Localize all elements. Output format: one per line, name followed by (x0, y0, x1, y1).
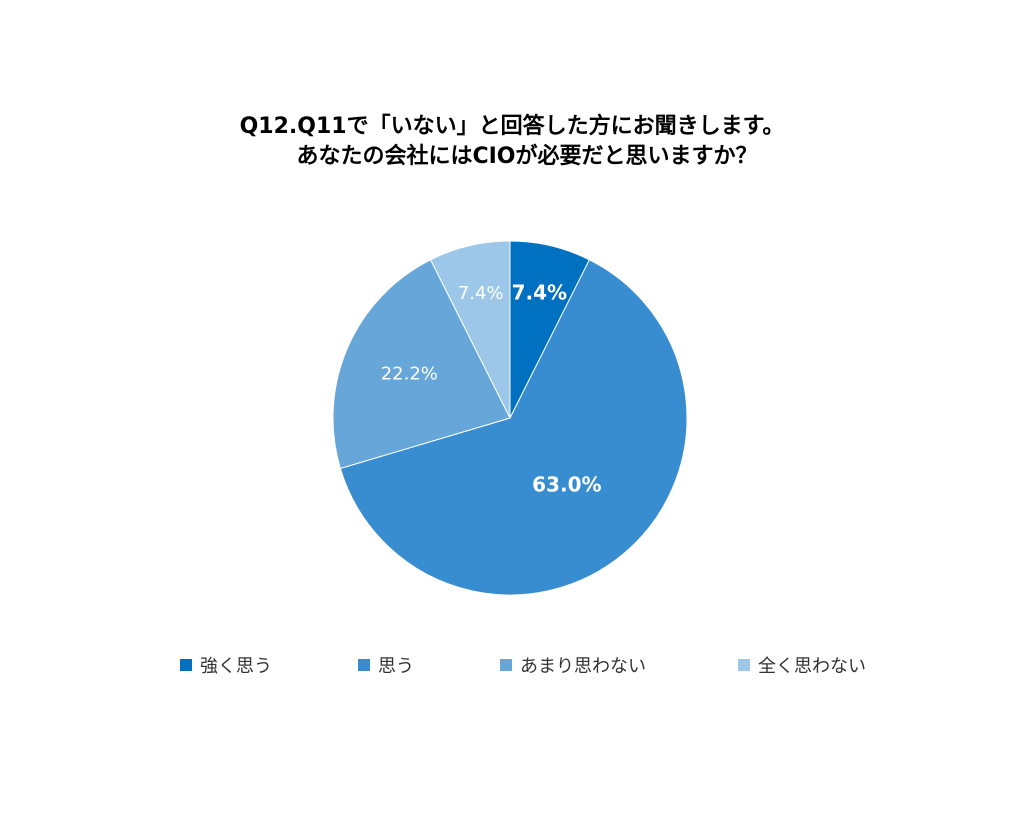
slice-agree (339, 259, 688, 596)
legend-label: 思う (378, 656, 414, 677)
chart-title: Q12.Q11で「いない」と回答した方にお聞きします。 あなたの会社にはCIOが… (0, 112, 1024, 172)
legend-swatch (500, 659, 512, 671)
legend-item-strongly-agree: 強く思う (180, 652, 272, 678)
legend-item-disagree: あまり思わない (500, 652, 646, 678)
legend-swatch (738, 659, 750, 671)
data-label: 63.0% (532, 472, 601, 496)
title-line-1: Q12.Q11で「いない」と回答した方にお聞きします。 (239, 114, 785, 139)
slice-strongly-disagree (429, 240, 511, 419)
legend-item-agree: 思う (358, 652, 414, 678)
legend: 強く思う 思う あまり思わない 全く思わない (0, 652, 1024, 682)
data-label: 7.4% (458, 283, 504, 304)
title-line-2: あなたの会社にはCIOが必要だと思いますか？ (296, 144, 758, 169)
legend-swatch (180, 659, 192, 671)
data-label: 7.4% (512, 280, 567, 304)
legend-label: あまり思わない (520, 656, 646, 677)
data-label: 22.2% (381, 363, 438, 384)
legend-swatch (358, 659, 370, 671)
legend-label: 強く思う (200, 656, 272, 677)
slice-disagree (332, 259, 511, 470)
legend-item-strongly-disagree: 全く思わない (738, 652, 866, 678)
legend-label: 全く思わない (758, 656, 866, 677)
